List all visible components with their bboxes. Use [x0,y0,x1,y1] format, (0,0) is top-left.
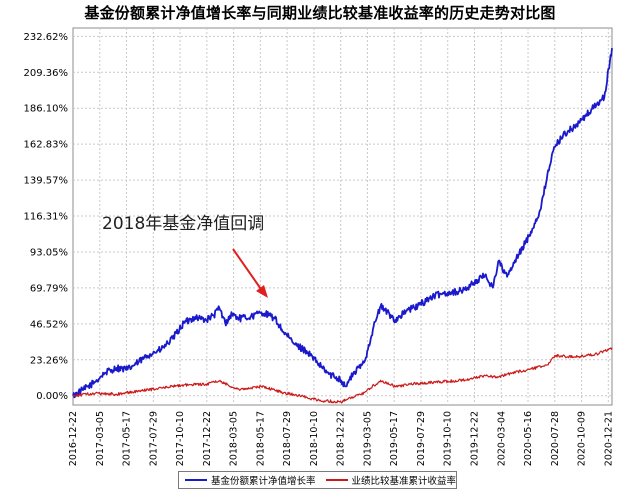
series-line-fund [72,48,613,399]
y-tick-label: 0.00% [36,391,68,402]
grid-lines [73,28,612,405]
x-tick-label: 2017-12-22 [202,411,213,466]
annotation-text: 2018年基金净值回调 [102,214,264,234]
x-axis-ticks: 2016-12-22 2017-03-05 2017-05-17 2017-07-29… [68,411,614,466]
x-tick-label: 2017-10-10 [175,411,186,466]
x-tick-label: 2020-05-16 [523,411,534,466]
x-tick-label: 2017-03-05 [95,411,106,466]
x-tick-label: 2018-12-22 [336,411,347,466]
legend-label-benchmark: 业绩比较基准累计收益率 [351,476,457,487]
y-tick-label: 209.36% [24,68,69,79]
legend-item-fund: 基金份额累计净值增长率 [185,473,316,487]
y-tick-label: 69.79% [30,283,68,294]
series-layer [72,48,613,404]
x-tick-label: 2019-03-05 [362,411,373,466]
x-tick-label: 2016-12-22 [68,411,79,466]
x-tick-label: 2020-12-21 [603,411,614,466]
series-line-benchmark [72,347,613,404]
x-tick-label: 2019-12-22 [470,411,481,466]
x-tick-label: 2018-05-17 [255,411,266,466]
x-tick-label: 2017-05-17 [122,411,133,466]
y-tick-label: 186.10% [24,104,69,115]
x-tick-label: 2020-03-04 [496,411,507,466]
x-tick-label: 2019-10-10 [443,411,454,466]
chart-title: 基金份额累计净值增长率与同期业绩比较基准收益率的历史走势对比图 [84,4,556,22]
y-tick-label: 46.52% [30,319,68,330]
x-tick-label: 2019-05-17 [389,411,400,466]
y-axis-ticks: 232.62% 209.36% 186.10% 162.83% 139.57% 116.3… [24,32,69,402]
y-tick-label: 232.62% [24,32,69,43]
x-tick-label: 2018-07-29 [282,411,293,466]
x-tick-label: 2018-10-10 [309,411,320,466]
legend-swatch-benchmark [325,479,348,481]
legend-swatch-fund [185,479,207,481]
x-tick-label: 2020-07-28 [550,411,561,466]
y-tick-label: 23.26% [30,355,68,366]
legend-label-fund: 基金份额累计净值增长率 [211,476,316,487]
y-tick-label: 116.31% [24,212,69,223]
annotation-arrow-line [232,248,264,293]
x-tick-label: 2019-07-29 [416,411,427,466]
legend-item-benchmark: 业绩比较基准累计收益率 [325,473,457,487]
y-tick-label: 139.57% [24,176,69,187]
x-tick-label: 2020-10-09 [577,411,588,466]
legend: 基金份额累计净值增长率 业绩比较基准累计收益率 [178,471,457,489]
annotation: 2018年基金净值回调 [102,214,268,298]
y-tick-label: 93.05% [30,247,68,258]
x-tick-label: 2017-07-29 [148,411,159,466]
annotation-arrow-head [256,285,268,298]
x-tick-label: 2018-03-05 [229,411,240,466]
y-tick-label: 162.83% [24,140,69,151]
